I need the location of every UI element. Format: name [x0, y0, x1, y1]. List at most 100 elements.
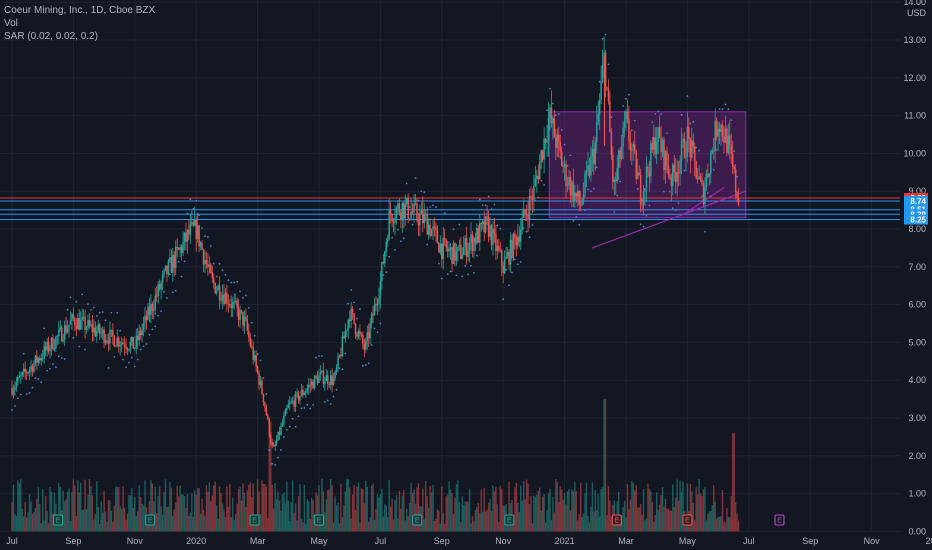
sar-dot — [598, 80, 601, 83]
time-tick-label: Jul — [743, 536, 755, 546]
volume-bar — [657, 509, 659, 532]
candle-body — [688, 127, 690, 140]
volume-bar — [460, 522, 462, 532]
volume-bar — [201, 498, 203, 532]
sar-dot — [221, 269, 224, 272]
time-tick-label: Sep — [802, 536, 818, 546]
candle-body — [18, 376, 21, 378]
candle-body — [242, 312, 244, 326]
volume-bar — [251, 497, 253, 532]
candle-body — [188, 230, 190, 235]
candle-body — [72, 314, 75, 319]
candle-body — [12, 390, 15, 395]
price-badge — [904, 214, 928, 225]
candle-body — [541, 150, 544, 160]
candle-body — [379, 280, 382, 299]
volume-bar — [360, 488, 363, 532]
sar-dot — [379, 322, 382, 325]
volume-bar — [534, 497, 537, 532]
volume-bar — [214, 481, 216, 532]
candle-body — [155, 295, 158, 297]
sar-dot — [607, 63, 610, 66]
candle-body — [246, 319, 249, 331]
volume-bar — [563, 493, 566, 532]
sar-dot — [84, 348, 86, 351]
candle-body — [394, 218, 396, 223]
candle-body — [55, 336, 57, 348]
candle-body — [270, 435, 272, 443]
time-axis[interactable]: Jul Sep Nov 2020 Mar May Jul Sep Nov 2021 Mar May Ju… — [6, 536, 932, 546]
candle-body — [401, 202, 404, 220]
sar-dot — [408, 206, 411, 208]
candle-body — [248, 330, 250, 338]
trendline[interactable] — [592, 190, 746, 249]
volume-bar — [639, 504, 642, 532]
earnings-icon[interactable] — [249, 514, 260, 526]
volume-bar — [118, 486, 120, 532]
candle-body — [736, 192, 738, 199]
sar-dot — [174, 289, 177, 292]
volume-bar — [610, 516, 613, 532]
sar-dot — [227, 279, 230, 282]
volume-bar — [590, 506, 592, 532]
candle-body — [499, 250, 502, 252]
volume-bar — [44, 496, 47, 532]
candle-body — [454, 242, 456, 261]
candle-body — [230, 304, 233, 309]
volume-bar — [395, 495, 398, 532]
volume-bar — [581, 517, 583, 532]
earnings-icon[interactable] — [53, 514, 64, 526]
sar-dot — [78, 345, 81, 348]
sar-dot — [736, 175, 739, 178]
candle-body — [533, 185, 535, 200]
volume-bar — [392, 519, 395, 532]
candle-body — [169, 257, 171, 261]
candle-body — [119, 345, 121, 347]
candle-body — [360, 333, 363, 335]
volume-legend[interactable]: Vol — [4, 18, 18, 29]
horizontal-lines[interactable] — [0, 197, 900, 221]
candle-body — [249, 337, 252, 346]
candle-body — [267, 415, 269, 419]
earnings-icon[interactable] — [412, 514, 423, 526]
candle-body — [335, 367, 338, 372]
volume-bar — [707, 514, 709, 532]
earnings-icon[interactable] — [774, 514, 785, 526]
earnings-icon[interactable] — [314, 514, 324, 526]
candle-body — [331, 375, 333, 385]
candle-body — [251, 345, 253, 347]
price-axis[interactable]: 0.00 1.00 2.00 3.00 4.00 5.00 6.00 7.00 8.00 9.00… — [903, 0, 926, 536]
sar-dot — [625, 97, 627, 100]
symbol-title[interactable]: Coeur Mining, Inc., 1D, Cboe BZX — [4, 5, 156, 16]
candle-body — [351, 308, 354, 314]
volume-bar — [539, 487, 541, 532]
sar-dot — [461, 275, 464, 278]
time-tick-label: Nov — [864, 536, 881, 546]
candle-body — [439, 243, 442, 253]
volume-bar — [297, 496, 300, 532]
candle-body — [79, 319, 82, 330]
volume-bar — [406, 508, 408, 532]
volume-bar — [635, 485, 637, 532]
volume-bar — [423, 519, 425, 532]
volume-bar — [82, 509, 85, 532]
volume-bar — [585, 482, 588, 532]
earnings-icon[interactable] — [682, 514, 693, 526]
sar-legend[interactable]: SAR (0.02, 0.02, 0.2) — [4, 31, 98, 42]
candle-body — [609, 101, 611, 133]
candle-body — [236, 300, 238, 308]
volume-bar — [350, 518, 352, 532]
sar-dot — [186, 212, 189, 215]
candle-body — [167, 260, 170, 275]
candle-body — [163, 269, 165, 275]
candle-body — [686, 127, 689, 157]
candle-body — [150, 304, 152, 315]
candle-body — [69, 320, 72, 325]
candle-body — [695, 161, 697, 179]
earnings-icon[interactable] — [504, 514, 515, 526]
earnings-icon[interactable] — [145, 514, 156, 526]
volume-bar — [100, 501, 102, 532]
earnings-icon[interactable] — [611, 514, 622, 526]
